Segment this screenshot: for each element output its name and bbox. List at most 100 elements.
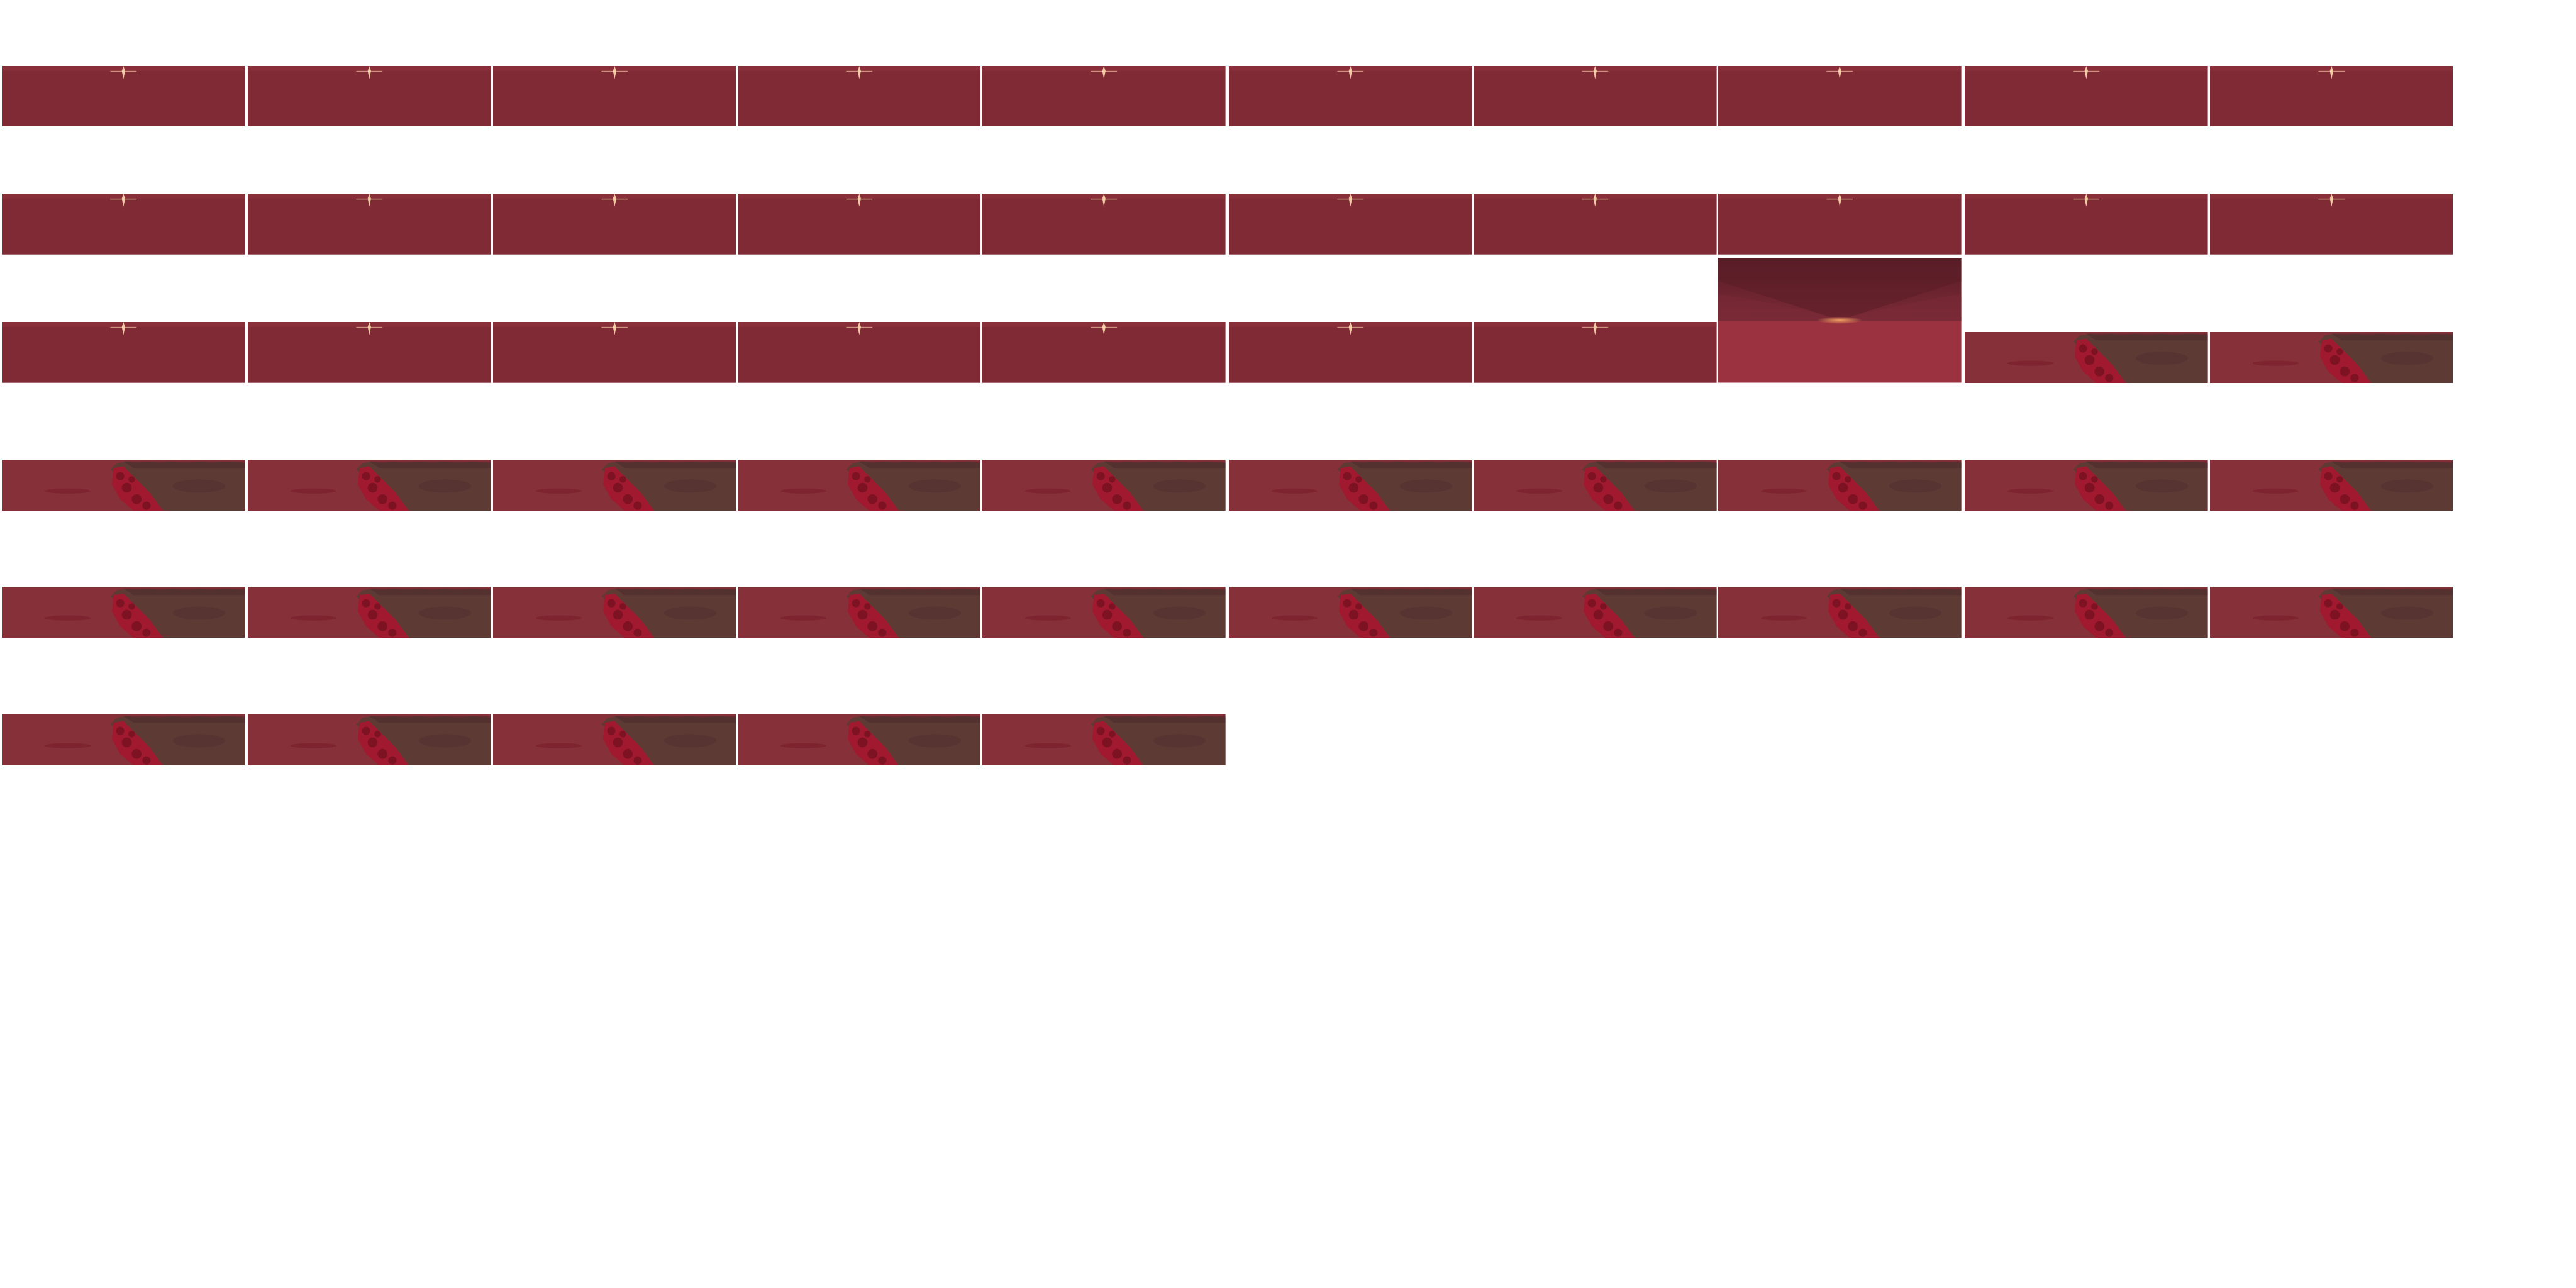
horizon-sun — [1817, 316, 1863, 325]
sprite-frame-crimson-ridge — [1229, 460, 1472, 511]
sun-glow — [1496, 322, 1694, 364]
frame-art — [1474, 194, 1717, 255]
sprite-frame-crimson-ridge — [492, 460, 736, 511]
sun-glow — [271, 65, 469, 107]
brown-ground — [1582, 462, 1717, 511]
frame-art — [1, 322, 245, 383]
sprite-frame-crimson-ridge — [737, 460, 981, 511]
frame-art — [1718, 460, 1962, 511]
frame-art — [982, 714, 1226, 766]
frame-art — [982, 586, 1226, 638]
frame-art — [737, 586, 981, 638]
brown-ground — [2318, 333, 2453, 383]
frame-art — [248, 586, 491, 638]
sprite-frame-sunset-sky — [1474, 322, 1717, 383]
frame-art — [1, 65, 245, 127]
sprite-frame-sunset-sky — [737, 65, 981, 127]
sprite-frame-crimson-ridge — [1229, 586, 1472, 638]
sprite-frame-crimson-ridge — [2209, 331, 2453, 383]
frame-art — [2209, 331, 2453, 383]
frame-art — [1965, 65, 2208, 127]
brown-ground — [846, 462, 981, 511]
frame-art — [982, 322, 1226, 383]
sun-flare — [613, 65, 616, 79]
crimson-rock-band — [602, 466, 654, 511]
crimson-rock-band — [2319, 338, 2371, 383]
brown-ground — [1091, 462, 1226, 511]
sprite-frame-sunset-sky — [1474, 65, 1717, 127]
sun-flare — [1593, 194, 1597, 208]
sprite-frame-sunset-sky — [1965, 65, 2208, 127]
frame-art — [248, 714, 491, 766]
crimson-rock-band — [602, 593, 654, 638]
sun-flare — [1593, 322, 1597, 335]
sun-flare — [613, 322, 616, 335]
frame-art — [982, 460, 1226, 511]
sun-flare — [2329, 194, 2333, 208]
frame-art — [1, 194, 245, 255]
sun-flare — [857, 194, 861, 208]
sprite-frame-crimson-ridge — [1718, 460, 1962, 511]
frame-art — [1229, 194, 1472, 255]
sprite-frame-sunset-sky — [737, 322, 981, 383]
sprite-frame-crimson-ridge — [1, 460, 245, 511]
sun-glow — [1741, 194, 1939, 235]
crimson-rock-band — [1584, 593, 1635, 638]
frame-art — [1474, 65, 1717, 127]
crimson-rock-band — [1584, 466, 1635, 511]
brown-ground — [1091, 716, 1226, 766]
sprite-frame-crimson-ridge — [1474, 460, 1717, 511]
frame-art — [737, 714, 981, 766]
sprite-frame-sunset-sky — [248, 322, 491, 383]
frame-art — [1718, 258, 1962, 383]
brown-ground — [1582, 588, 1717, 638]
brown-ground — [2073, 333, 2208, 383]
brown-ground — [846, 588, 981, 638]
sprite-frame-crimson-ridge — [1965, 460, 2208, 511]
crimson-rock-band — [2319, 466, 2371, 511]
sprite-frame-crimson-ridge — [492, 586, 736, 638]
frame-art — [492, 714, 736, 766]
sun-glow — [1005, 322, 1203, 364]
crimson-rock-band — [111, 466, 163, 511]
brown-ground — [2073, 588, 2208, 638]
brown-ground — [2318, 588, 2453, 638]
crimson-rock-band — [358, 466, 409, 511]
frame-art — [1229, 586, 1472, 638]
sun-flare — [857, 322, 861, 335]
sun-glow — [1005, 194, 1203, 235]
crimson-rock-band — [847, 721, 899, 766]
sprite-frame-crimson-ridge — [1, 586, 245, 638]
sun-glow — [516, 194, 713, 235]
frame-art — [1474, 322, 1717, 383]
frame-art — [1965, 331, 2208, 383]
crimson-rock-band — [1828, 466, 1880, 511]
crimson-rock-band — [111, 721, 163, 766]
sun-glow — [25, 322, 222, 364]
sprite-frame-sunset-sky — [248, 65, 491, 127]
sprite-frame-sunset-sky — [982, 194, 1226, 255]
sun-glow — [760, 65, 958, 107]
frame-art — [1, 586, 245, 638]
sun-glow — [516, 65, 713, 107]
sprite-frame-crimson-ridge — [248, 714, 491, 766]
sun-flare — [2329, 65, 2333, 79]
sprite-frame-sunset-sky — [1474, 194, 1717, 255]
sun-glow — [271, 194, 469, 235]
frame-art — [1229, 65, 1472, 127]
frame-art — [1718, 65, 1962, 127]
sun-glow — [1987, 65, 2185, 107]
frame-art — [248, 460, 491, 511]
sprite-frame-sunset-sky — [1718, 194, 1962, 255]
sun-glow — [1005, 65, 1203, 107]
sprite-frame-crimson-ridge — [1965, 586, 2208, 638]
sprite-frame-sunset-sky — [982, 65, 1226, 127]
brown-ground — [109, 716, 245, 766]
crimson-rock-band — [2319, 593, 2371, 638]
sun-flare — [613, 194, 616, 208]
frame-art — [1474, 460, 1717, 511]
sun-glow — [2233, 65, 2430, 107]
frame-art — [492, 194, 736, 255]
sprite-frame-crimson-ridge — [248, 586, 491, 638]
sprite-frame-sunset-sky — [1, 322, 245, 383]
